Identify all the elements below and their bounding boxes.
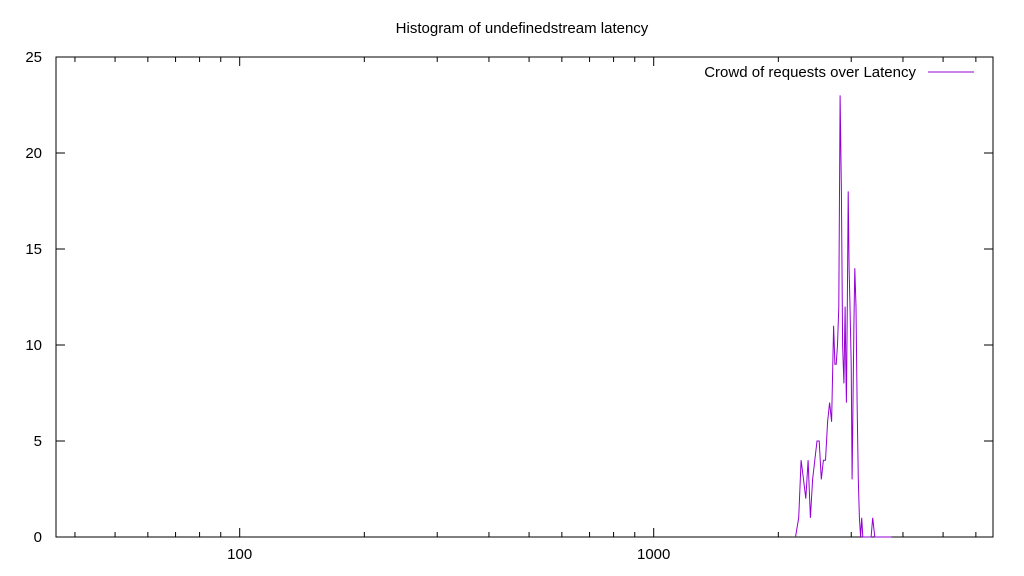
y-tick-label: 5 — [34, 433, 42, 450]
x-axis-tick-labels: 100 1000 — [227, 546, 670, 563]
legend-label: Crowd of requests over Latency — [704, 64, 916, 81]
x-tick-label: 100 — [227, 546, 252, 563]
y-tick-label: 0 — [34, 529, 42, 546]
y-tick-label: 15 — [25, 241, 42, 258]
y-axis-tick-labels: 0 5 10 15 20 25 — [25, 49, 42, 546]
legend: Crowd of requests over Latency — [704, 64, 974, 81]
y-tick-label: 25 — [25, 49, 42, 66]
x-tick-label: 1000 — [637, 546, 670, 563]
series-line — [796, 95, 892, 537]
series-layer — [796, 95, 892, 537]
y-tick-label: 20 — [25, 145, 42, 162]
y-tick-label: 10 — [25, 337, 42, 354]
chart-title: Histogram of undefinedstream latency — [396, 20, 649, 37]
